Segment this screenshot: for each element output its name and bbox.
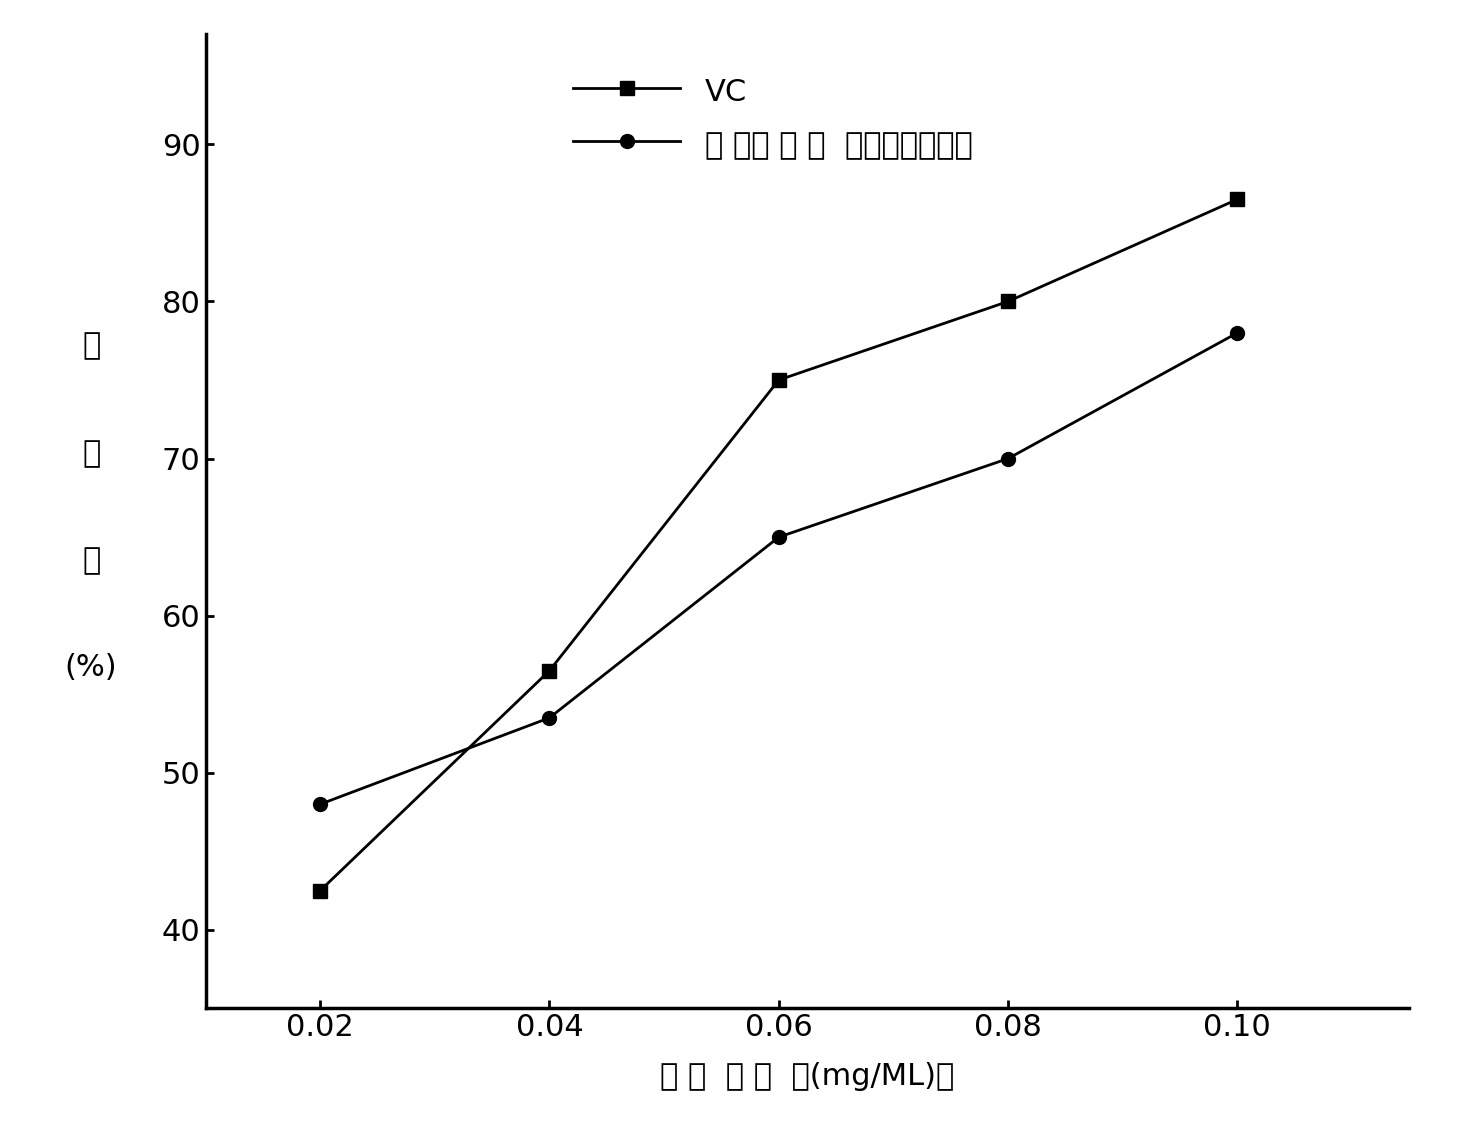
尖 顶羊 肚 菌  胞外多糖提取物: [540, 711, 558, 724]
X-axis label: 样 品  浓 度  （(mg/ML)）: 样 品 浓 度 （(mg/ML)）: [661, 1062, 954, 1091]
VC: [311, 884, 329, 897]
尖 顶羊 肚 菌  胞外多糖提取物: [769, 531, 787, 544]
VC: [1000, 295, 1017, 308]
尖 顶羊 肚 菌  胞外多糖提取物: [311, 798, 329, 811]
Legend: VC, 尖 顶羊 肚 菌  胞外多糖提取物: VC, 尖 顶羊 肚 菌 胞外多糖提取物: [558, 60, 988, 175]
Line: VC: VC: [313, 193, 1245, 897]
Line: 尖 顶羊 肚 菌  胞外多糖提取物: 尖 顶羊 肚 菌 胞外多糖提取物: [313, 325, 1245, 811]
尖 顶羊 肚 菌  胞外多糖提取物: [1000, 452, 1017, 465]
尖 顶羊 肚 菌  胞外多糖提取物: [1229, 325, 1246, 339]
VC: [1229, 193, 1246, 206]
VC: [769, 374, 787, 387]
VC: [540, 664, 558, 677]
Text: (%): (%): [65, 653, 117, 682]
Text: 抑: 抑: [82, 331, 100, 361]
Text: 率: 率: [82, 545, 100, 575]
Text: 制: 制: [82, 439, 100, 468]
